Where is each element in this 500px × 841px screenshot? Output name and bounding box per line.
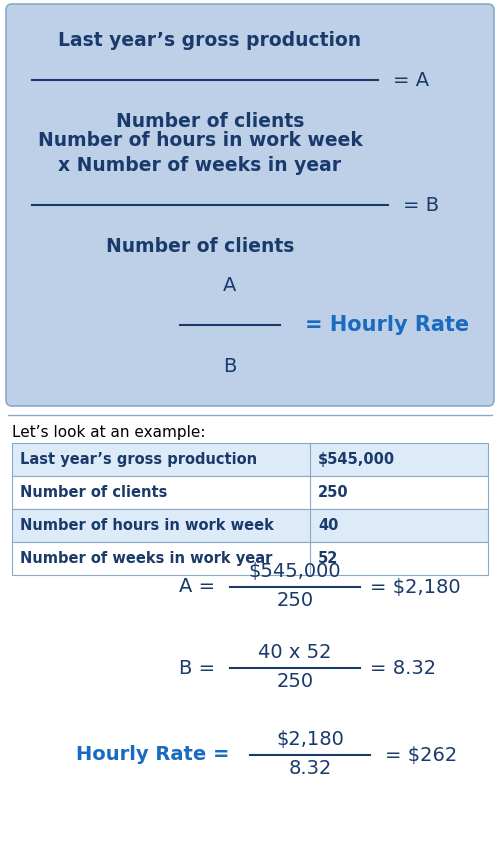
Text: 40 x 52: 40 x 52 [258, 643, 332, 662]
Text: Number of clients: Number of clients [116, 112, 304, 131]
Text: 8.32: 8.32 [288, 759, 332, 778]
Text: = $2,180: = $2,180 [370, 578, 460, 596]
Text: A =: A = [179, 578, 215, 596]
Text: $2,180: $2,180 [276, 730, 344, 749]
Text: Number of hours in work week: Number of hours in work week [38, 131, 362, 150]
Text: $545,000: $545,000 [248, 562, 342, 581]
Text: = A: = A [393, 71, 429, 89]
Text: Number of hours in work week: Number of hours in work week [20, 518, 274, 533]
Bar [12, 542, 488, 575]
Bar [12, 443, 488, 476]
Text: 250: 250 [276, 672, 314, 691]
Text: x Number of weeks in year: x Number of weeks in year [58, 156, 342, 175]
Text: Hourly Rate =: Hourly Rate = [76, 745, 230, 764]
Text: Last year’s gross production: Last year’s gross production [58, 31, 362, 50]
Text: = Hourly Rate: = Hourly Rate [305, 315, 469, 335]
Text: Number of clients: Number of clients [20, 485, 168, 500]
Text: $545,000: $545,000 [318, 452, 395, 467]
Bar [12, 476, 488, 509]
Text: B =: B = [179, 659, 215, 678]
Text: = 8.32: = 8.32 [370, 659, 436, 678]
Text: Number of weeks in work year: Number of weeks in work year [20, 551, 272, 566]
FancyBboxPatch shape [6, 4, 494, 406]
Text: B: B [224, 357, 236, 376]
Text: Let’s look at an example:: Let’s look at an example: [12, 425, 205, 440]
Text: 250: 250 [318, 485, 348, 500]
Text: Last year’s gross production: Last year’s gross production [20, 452, 257, 467]
Text: 52: 52 [318, 551, 338, 566]
Bar [12, 509, 488, 542]
Text: A: A [224, 276, 236, 295]
Text: 40: 40 [318, 518, 338, 533]
Text: = $262: = $262 [385, 745, 457, 764]
Text: = B: = B [403, 195, 439, 214]
Text: 250: 250 [276, 591, 314, 610]
Text: Number of clients: Number of clients [106, 237, 294, 256]
